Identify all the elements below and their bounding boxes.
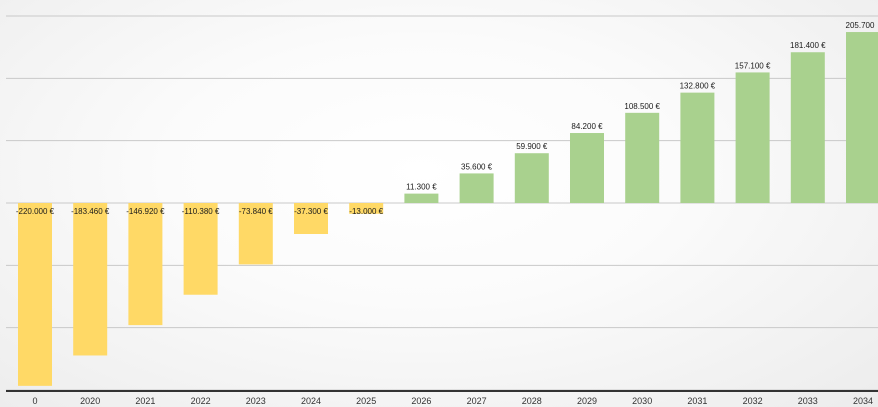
bar-2032 (735, 72, 770, 204)
bar-2029 (570, 133, 604, 203)
data-label-2025: -13.000 € (349, 207, 383, 216)
data-label-0: -220.000 € (16, 207, 55, 216)
x-tick-2021: 2021 (135, 396, 155, 406)
x-tick-2023: 2023 (246, 396, 266, 406)
bar-2034 (846, 32, 878, 204)
x-tick-2022: 2022 (191, 396, 211, 406)
data-label-2026: 11.300 € (406, 183, 437, 192)
x-tick-2034: 2034 (853, 396, 873, 406)
x-tick-2029: 2029 (577, 396, 597, 406)
x-tick-2033: 2033 (798, 396, 818, 406)
bar-2026 (404, 193, 439, 203)
x-tick-2031: 2031 (687, 396, 707, 406)
data-label-2027: 35.600 € (461, 162, 493, 171)
data-label-2021: -146.920 € (126, 207, 165, 216)
x-tick-2030: 2030 (632, 396, 652, 406)
data-label-2024: -37.300 € (294, 207, 328, 216)
bar-2025 (349, 203, 384, 214)
x-tick-2024: 2024 (301, 396, 321, 406)
x-tick-2032: 2032 (743, 396, 763, 406)
x-tick-labels: 0 2020 2021 2022 2023 2024 2025 2026 2027 2028 202… (32, 396, 873, 406)
x-tick-0: 0 (32, 396, 37, 406)
data-label-2028: 59.900 € (516, 142, 548, 151)
data-label-2029: 84.200 € (571, 122, 603, 131)
x-tick-2026: 2026 (411, 396, 431, 406)
data-labels: -220.000 € -183.460 € -146.920 € -110.380 €… (16, 21, 875, 216)
data-label-2032: 157.100 € (735, 61, 771, 70)
data-label-2022: -110.380 € (182, 207, 220, 216)
bar-2027 (459, 173, 494, 203)
data-label-2031: 132.800 € (680, 82, 716, 91)
bar-2023 (238, 203, 273, 265)
data-label-2034: 205.700 (846, 21, 875, 30)
bars (18, 32, 878, 386)
data-label-2020: -183.460 € (71, 207, 110, 216)
bar-2020 (73, 203, 108, 356)
x-tick-2020: 2020 (80, 396, 100, 406)
bar-2022 (183, 203, 218, 295)
bar-2030 (625, 112, 660, 203)
data-label-2030: 108.500 € (624, 102, 660, 111)
data-label-2033: 181.400 € (790, 41, 826, 50)
x-tick-2027: 2027 (467, 396, 487, 406)
bar-0 (18, 203, 52, 386)
bar-2024 (294, 203, 328, 235)
bar-2021 (128, 203, 163, 326)
bar-2028 (514, 153, 549, 203)
bar-2031 (680, 92, 715, 203)
x-tick-2028: 2028 (522, 396, 542, 406)
bar-2033 (790, 52, 825, 203)
x-tick-2025: 2025 (356, 396, 376, 406)
data-label-2023: -73.840 € (239, 207, 273, 216)
